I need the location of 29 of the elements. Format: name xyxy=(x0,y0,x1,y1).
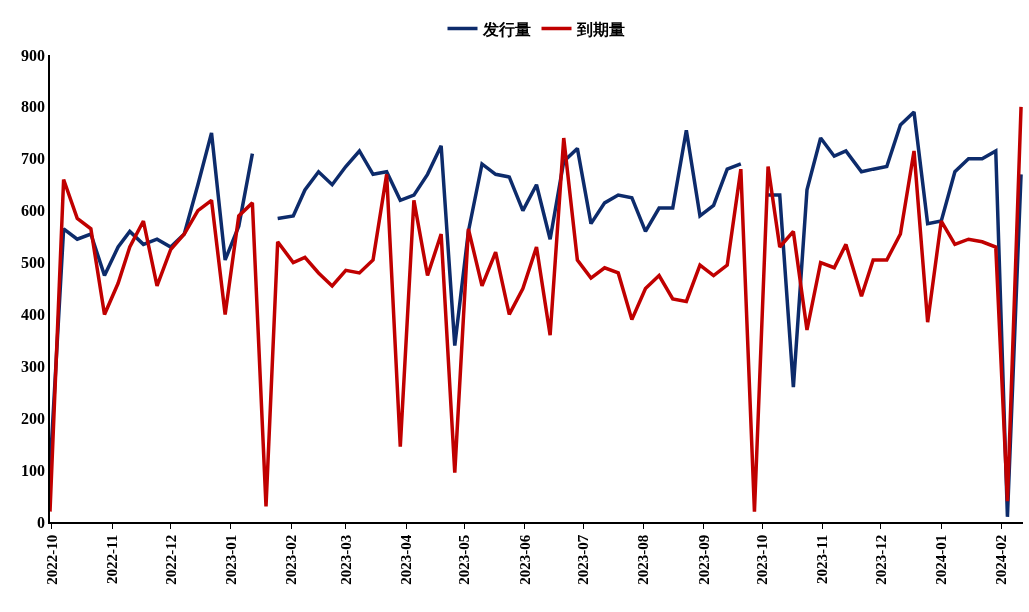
x-tick-label: 2023-03 xyxy=(337,534,354,585)
x-tick-label: 2023-09 xyxy=(695,534,712,585)
x-tick-label: 2023-04 xyxy=(397,534,414,585)
x-tick-label: 2024-01 xyxy=(933,534,950,585)
y-tick-label: 300 xyxy=(21,357,46,375)
x-tick-label: 2023-08 xyxy=(635,534,652,585)
x-tick-label: 2023-07 xyxy=(575,534,592,585)
x-tick-label: 2022-11 xyxy=(104,534,121,584)
x-tick-label: 2023-06 xyxy=(516,534,533,585)
y-tick-label: 200 xyxy=(21,409,46,427)
legend-label: 到期量 xyxy=(575,20,625,38)
y-tick-label: 700 xyxy=(21,150,46,168)
x-tick-label: 2023-11 xyxy=(814,534,831,584)
x-tick-label: 2022-10 xyxy=(43,534,60,585)
y-tick-label: 0 xyxy=(37,513,46,531)
y-tick-label: 900 xyxy=(21,46,46,64)
y-tick-label: 600 xyxy=(21,202,46,220)
y-tick-label: 800 xyxy=(21,98,46,116)
y-tick-label: 100 xyxy=(21,461,46,479)
legend-label: 发行量 xyxy=(481,20,531,38)
x-tick-label: 2023-10 xyxy=(754,534,771,585)
x-tick-label: 2023-12 xyxy=(872,534,889,585)
y-tick-label: 500 xyxy=(21,254,46,272)
x-tick-label: 2024-02 xyxy=(993,534,1010,585)
y-tick-label: 400 xyxy=(21,306,46,324)
x-tick-label: 2023-02 xyxy=(283,534,300,585)
x-tick-label: 2022-12 xyxy=(162,534,179,585)
x-tick-label: 2023-05 xyxy=(456,534,473,585)
x-tick-label: 2023-01 xyxy=(222,534,239,585)
